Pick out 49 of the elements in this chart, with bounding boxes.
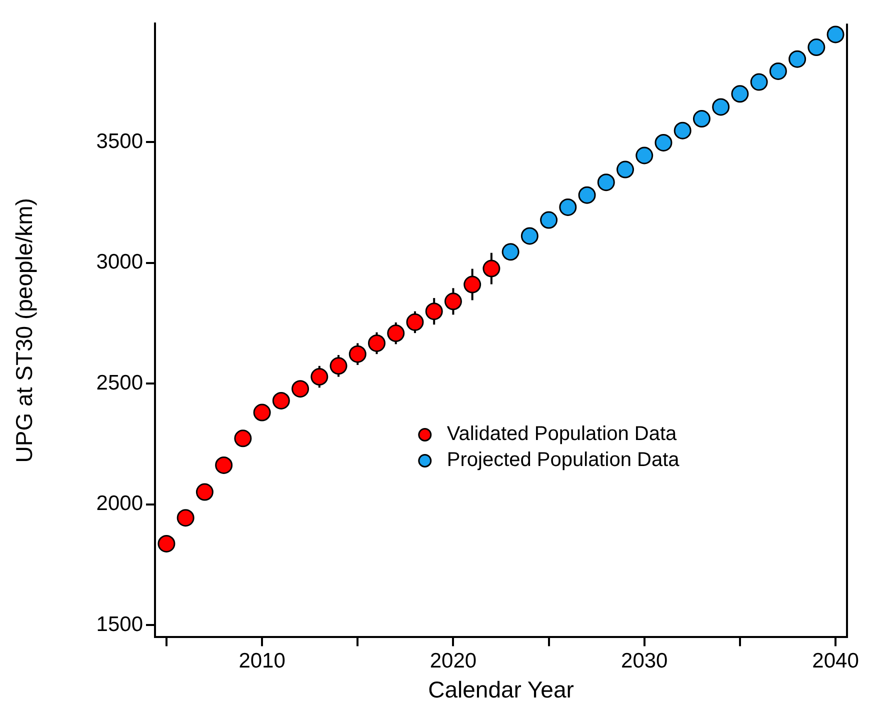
point [215, 456, 233, 474]
point [616, 160, 634, 178]
point [540, 211, 558, 229]
point [387, 324, 405, 342]
point [368, 334, 386, 352]
x-tick-label: 2010 [238, 650, 286, 673]
y-tick-label: 2500 [96, 371, 143, 394]
point [578, 186, 596, 204]
point [520, 227, 538, 245]
point [788, 50, 806, 68]
point [425, 302, 443, 320]
x-tick-label: 2020 [430, 650, 477, 673]
x-tick-label: 2030 [621, 650, 668, 673]
point [654, 134, 672, 152]
point [597, 174, 615, 192]
legend-label: Projected Population Data [446, 449, 680, 472]
point [272, 392, 290, 410]
point [234, 430, 252, 448]
point [176, 509, 194, 527]
point [712, 98, 730, 116]
x-axis-title: Calendar Year [428, 676, 574, 703]
point [482, 260, 500, 278]
point [330, 357, 348, 375]
y-tick-label: 2000 [96, 492, 143, 516]
point [769, 62, 787, 80]
point [196, 483, 214, 501]
point [731, 85, 749, 103]
point [444, 292, 462, 310]
point [674, 122, 692, 140]
legend-label: Validated Population Data [446, 423, 678, 446]
point [636, 146, 654, 164]
point [826, 26, 844, 44]
y-tick-label: 3000 [96, 250, 143, 274]
point [464, 276, 482, 294]
x-tick-label: 2040 [812, 650, 859, 673]
point [559, 198, 577, 216]
point [406, 313, 424, 331]
point [502, 243, 520, 261]
y-axis-title: UPG at ST30 (people/km) [11, 198, 38, 463]
point [292, 380, 310, 398]
y-tick-label: 1500 [96, 612, 143, 636]
point [348, 345, 366, 363]
point [808, 38, 826, 56]
y-tick-label: 3500 [96, 130, 143, 153]
point [750, 73, 768, 91]
point [310, 368, 328, 386]
point [253, 404, 271, 422]
point [692, 110, 710, 128]
point [158, 534, 176, 552]
